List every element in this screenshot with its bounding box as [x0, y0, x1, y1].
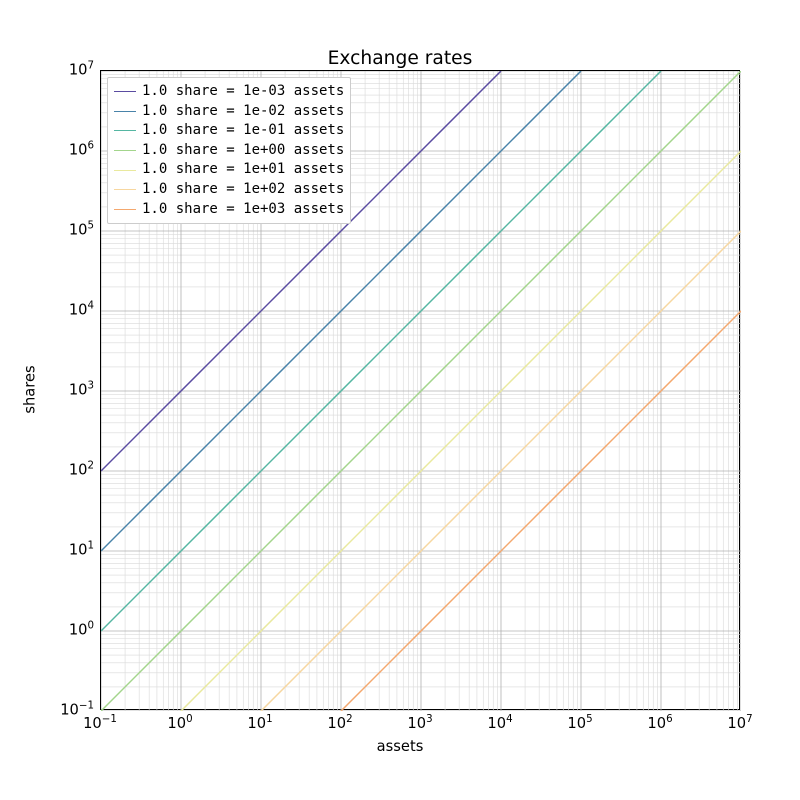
x-tick-label: 106 [647, 715, 672, 732]
legend-label: 1.0 share = 1e+01 assets [142, 160, 344, 180]
legend-swatch [114, 189, 136, 190]
legend-swatch [114, 150, 136, 151]
figure-root: Exchange rates 1.0 share = 1e-03 assets1… [0, 0, 800, 800]
legend-label: 1.0 share = 1e-01 assets [142, 121, 344, 141]
y-axis-label: shares [22, 70, 39, 710]
x-tick-label: 103 [407, 715, 432, 732]
legend-item: 1.0 share = 1e-03 assets [114, 82, 344, 102]
legend-swatch [114, 130, 136, 131]
x-tick-label: 102 [327, 715, 352, 732]
chart-title: Exchange rates [0, 48, 800, 69]
legend-item: 1.0 share = 1e+00 assets [114, 141, 344, 161]
legend-item: 1.0 share = 1e+02 assets [114, 180, 344, 200]
x-axis-label: assets [0, 738, 800, 755]
y-tick-label: 105 [46, 222, 94, 239]
legend-label: 1.0 share = 1e+02 assets [142, 180, 344, 200]
x-tick-label: 100 [167, 715, 192, 732]
legend-item: 1.0 share = 1e-02 assets [114, 102, 344, 122]
legend-item: 1.0 share = 1e+03 assets [114, 200, 344, 220]
legend-label: 1.0 share = 1e-02 assets [142, 102, 344, 122]
legend-item: 1.0 share = 1e+01 assets [114, 160, 344, 180]
legend-swatch [114, 111, 136, 112]
y-tick-label: 100 [46, 622, 94, 639]
legend-label: 1.0 share = 1e+03 assets [142, 200, 344, 220]
y-tick-label: 103 [46, 382, 94, 399]
plot-area: 1.0 share = 1e-03 assets1.0 share = 1e-0… [100, 70, 740, 710]
legend-label: 1.0 share = 1e+00 assets [142, 141, 344, 161]
series-line [181, 151, 741, 711]
x-tick-label: 101 [247, 715, 272, 732]
y-tick-label: 10−1 [46, 702, 94, 719]
legend-swatch [114, 209, 136, 210]
legend-label: 1.0 share = 1e-03 assets [142, 82, 344, 102]
legend-item: 1.0 share = 1e-01 assets [114, 121, 344, 141]
y-tick-label: 102 [46, 462, 94, 479]
y-tick-label: 101 [46, 542, 94, 559]
x-tick-label: 107 [727, 715, 752, 732]
x-tick-label: 104 [487, 715, 512, 732]
series-line [261, 231, 741, 711]
y-tick-label: 106 [46, 142, 94, 159]
series-line [341, 311, 741, 711]
x-tick-label: 105 [567, 715, 592, 732]
legend: 1.0 share = 1e-03 assets1.0 share = 1e-0… [107, 77, 351, 224]
legend-swatch [114, 91, 136, 92]
legend-swatch [114, 170, 136, 171]
y-tick-label: 104 [46, 302, 94, 319]
y-tick-label: 107 [46, 62, 94, 79]
